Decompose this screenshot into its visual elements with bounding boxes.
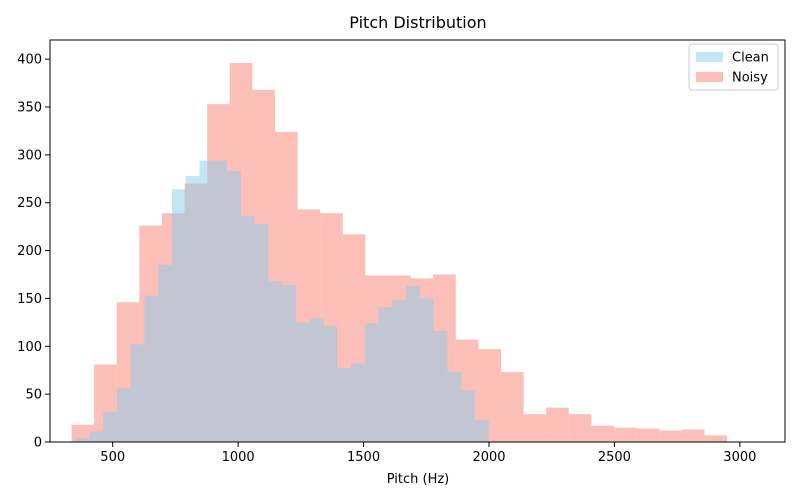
bar-clean (323, 326, 338, 442)
bar-clean (268, 281, 283, 442)
bar-noisy (614, 427, 637, 442)
legend-swatch-noisy (696, 72, 723, 82)
y-tick-label: 250 (17, 196, 42, 211)
bar-noisy (704, 435, 728, 442)
bar-clean (392, 300, 407, 442)
bar-noisy (501, 372, 524, 442)
x-tick-label: 2000 (472, 450, 505, 465)
y-tick-label: 100 (17, 340, 42, 355)
bar-clean (144, 295, 159, 442)
bar-noisy (659, 430, 682, 442)
bars-layer (71, 62, 728, 443)
y-tick-label: 150 (17, 292, 42, 307)
legend-label-noisy: Noisy (732, 71, 768, 86)
bar-noisy (71, 424, 95, 442)
bar-clean (75, 438, 90, 442)
bar-noisy (546, 407, 569, 442)
bar-noisy (478, 349, 502, 442)
series-clean (75, 160, 489, 442)
bar-noisy (591, 425, 615, 442)
x-axis-label: Pitch (Hz) (387, 472, 450, 487)
x-tick-label: 1500 (347, 450, 380, 465)
bar-clean (254, 223, 269, 442)
bar-clean (295, 322, 310, 442)
bar-clean (158, 264, 172, 442)
chart-title: Pitch Distribution (349, 13, 486, 32)
x-tick-label: 2500 (598, 450, 631, 465)
plot-frame (49, 39, 786, 443)
legend-swatch-clean (696, 52, 723, 62)
bar-clean (309, 318, 324, 442)
bar-noisy (681, 429, 705, 442)
bar-clean (103, 412, 117, 442)
bar-clean (199, 160, 214, 442)
bar-clean (351, 363, 365, 442)
bar-noisy (568, 414, 592, 442)
bar-clean (378, 307, 393, 442)
bar-clean (213, 160, 228, 442)
ticks-layer: 500 1000 1500 2000 2500 3000 0 50 100 150 200 250 30… (17, 53, 756, 465)
y-tick-label: 400 (17, 53, 42, 68)
legend: Clean Noisy (688, 43, 779, 91)
axes-layer (49, 39, 786, 443)
y-tick-label: 300 (17, 148, 42, 163)
bar-clean (337, 368, 352, 442)
bar-noisy (636, 428, 660, 442)
bar-clean (474, 419, 489, 442)
bar-clean (240, 216, 255, 442)
bar-clean (364, 323, 379, 442)
bar-clean (447, 372, 462, 442)
bar-clean (282, 285, 296, 442)
bar-clean (406, 285, 420, 442)
y-tick-label: 0 (34, 436, 42, 451)
bar-clean (419, 298, 434, 442)
bar-clean (433, 330, 448, 442)
bar-clean (116, 388, 131, 442)
legend-label-clean: Clean (732, 51, 769, 66)
y-tick-label: 350 (17, 101, 42, 116)
y-tick-label: 200 (17, 244, 42, 259)
x-tick-label: 500 (100, 450, 125, 465)
bar-clean (89, 431, 104, 442)
bar-clean (171, 189, 186, 442)
y-tick-label: 50 (25, 388, 42, 403)
bar-clean (227, 171, 241, 442)
bar-clean (185, 175, 200, 442)
x-tick-label: 3000 (723, 450, 756, 465)
bar-clean (130, 344, 145, 442)
bar-noisy (523, 414, 547, 442)
x-tick-label: 1000 (222, 450, 255, 465)
bar-clean (461, 390, 475, 442)
